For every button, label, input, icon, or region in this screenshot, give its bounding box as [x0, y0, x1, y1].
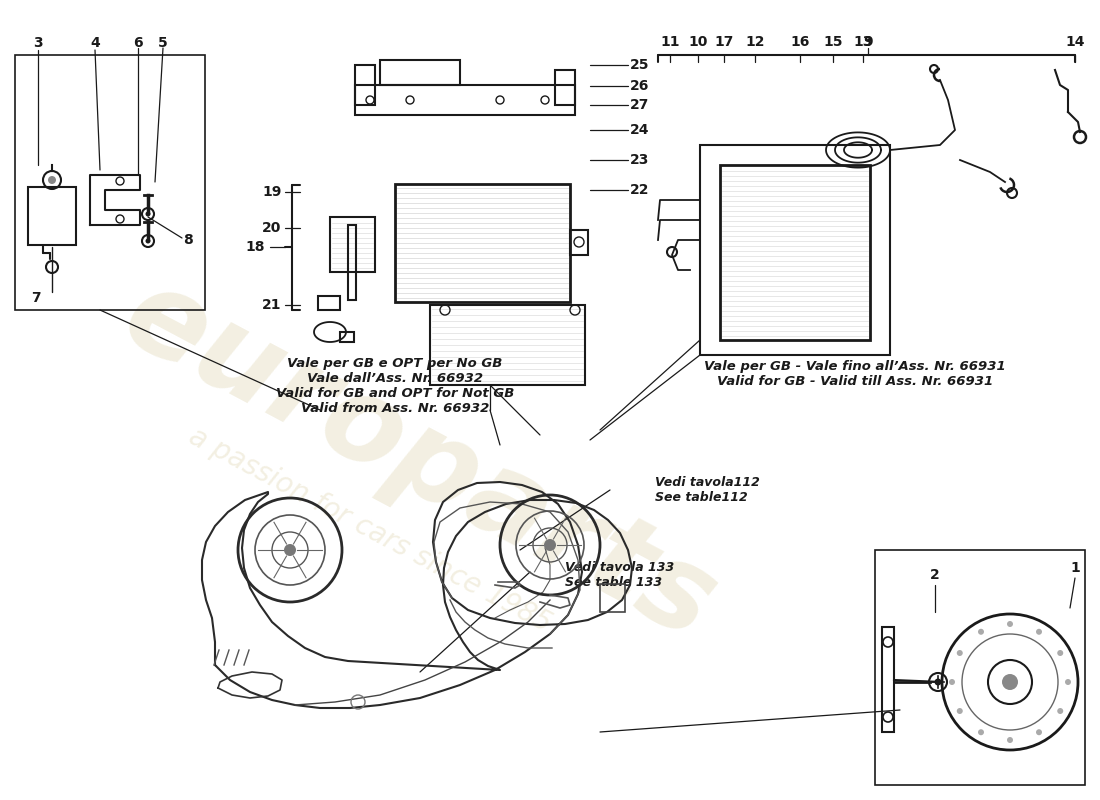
Text: 18: 18: [245, 240, 265, 254]
Bar: [355, 85, 575, 115]
Circle shape: [48, 176, 56, 184]
Circle shape: [957, 708, 962, 714]
Bar: [348, 225, 356, 300]
Text: 6: 6: [133, 36, 143, 50]
Text: a passion for cars since 1985: a passion for cars since 1985: [184, 422, 556, 638]
Bar: [874, 550, 1085, 785]
Bar: [330, 217, 375, 272]
Circle shape: [978, 629, 984, 634]
Bar: [700, 145, 890, 355]
Text: 12: 12: [746, 35, 764, 49]
Bar: [28, 187, 76, 245]
Text: Vale per GB e OPT per No GB
Vale dall’Ass. Nr. 66932
Valid for GB and OPT for No: Vale per GB e OPT per No GB Vale dall’As…: [276, 357, 514, 415]
Text: 17: 17: [714, 35, 734, 49]
Text: 11: 11: [660, 35, 680, 49]
Circle shape: [1057, 650, 1064, 656]
Circle shape: [145, 238, 151, 243]
Text: 5: 5: [158, 36, 168, 50]
Bar: [355, 65, 375, 105]
Bar: [882, 627, 894, 732]
Circle shape: [284, 544, 296, 556]
Text: europarts: europarts: [104, 256, 735, 664]
Bar: [600, 584, 625, 612]
Bar: [340, 332, 354, 342]
Text: Vedi tavola 133
See table 133: Vedi tavola 133 See table 133: [565, 561, 674, 589]
Circle shape: [1036, 730, 1042, 735]
Circle shape: [1006, 621, 1013, 627]
Text: 20: 20: [262, 221, 282, 235]
Circle shape: [978, 730, 984, 735]
Bar: [318, 296, 340, 310]
Text: 19: 19: [262, 185, 282, 199]
Text: 3: 3: [33, 36, 43, 50]
Bar: [430, 305, 585, 385]
Circle shape: [957, 650, 962, 656]
Circle shape: [935, 678, 942, 686]
Text: 10: 10: [689, 35, 707, 49]
Text: 14: 14: [1065, 35, 1085, 49]
Text: 27: 27: [630, 98, 650, 112]
Circle shape: [1002, 674, 1018, 690]
Bar: [395, 184, 570, 302]
Circle shape: [1036, 629, 1042, 634]
Text: 13: 13: [854, 35, 872, 49]
Circle shape: [1006, 737, 1013, 743]
Text: 26: 26: [630, 79, 650, 93]
Bar: [556, 70, 575, 105]
Bar: [379, 60, 460, 85]
Text: 23: 23: [630, 153, 650, 167]
Text: 9: 9: [864, 35, 872, 49]
Text: 24: 24: [630, 123, 650, 137]
Text: Vedi tavola112
See table112: Vedi tavola112 See table112: [654, 476, 760, 504]
Text: 22: 22: [630, 183, 650, 197]
Text: 4: 4: [90, 36, 100, 50]
Bar: [720, 165, 870, 340]
Text: 15: 15: [823, 35, 843, 49]
Text: Vale per GB - Vale fino all’Ass. Nr. 66931
Valid for GB - Valid till Ass. Nr. 66: Vale per GB - Vale fino all’Ass. Nr. 669…: [704, 360, 1005, 388]
Text: 2: 2: [931, 568, 939, 582]
Circle shape: [544, 539, 556, 551]
Text: 25: 25: [630, 58, 650, 72]
Text: 1: 1: [1070, 561, 1080, 575]
Text: 7: 7: [31, 291, 41, 305]
Bar: [570, 230, 589, 255]
Circle shape: [1057, 708, 1064, 714]
Circle shape: [949, 679, 955, 685]
Circle shape: [145, 211, 151, 217]
Text: 21: 21: [262, 298, 282, 312]
Text: 8: 8: [183, 233, 192, 247]
Bar: [15, 55, 205, 310]
Circle shape: [1065, 679, 1071, 685]
Text: 16: 16: [790, 35, 810, 49]
